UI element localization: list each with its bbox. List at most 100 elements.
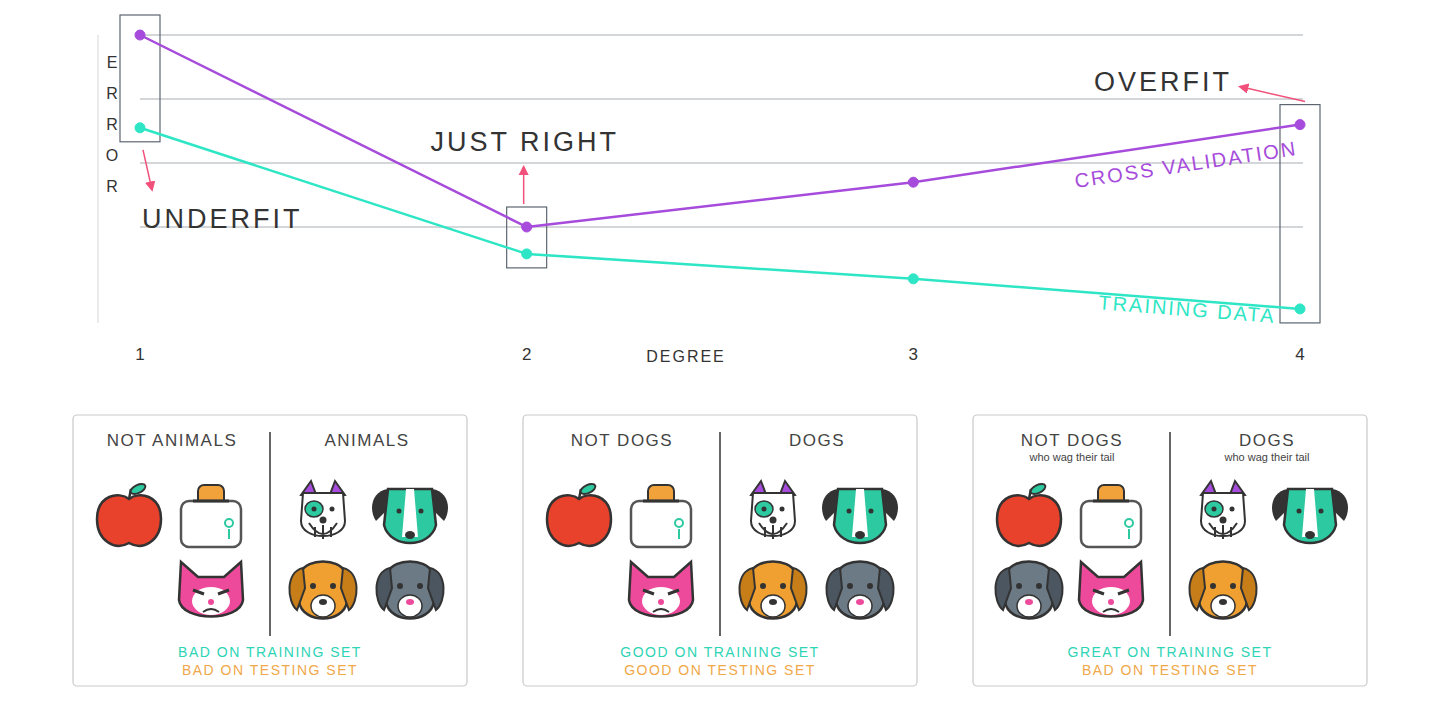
annotation-arrow [523,167,525,204]
toaster-lever [1128,529,1130,539]
greydog-ear-l [826,568,842,610]
panel-left-subtitle: who wag their tail [1029,451,1115,463]
toaster-body [631,501,691,547]
terrier-eye-r [780,507,785,512]
annotation-text: JUST RIGHT [430,127,619,157]
panel-left-title: NOT ANIMALS [107,431,238,450]
x-tick-label: 1 [135,345,144,364]
orangedog-nose [319,599,327,605]
toaster-lever [228,529,230,539]
cat-mouth [653,609,669,612]
cat-face [642,587,680,615]
icon-tealdog [1272,489,1348,543]
icon-terrier [301,481,345,539]
x-axis-label: DEGREE [646,348,726,365]
cat-nose [208,599,214,605]
icon-apple [997,482,1061,546]
greydog-head [386,562,434,619]
terrier-nose [1220,517,1227,524]
apple-leaf [1029,482,1047,496]
panel-frame [73,415,467,686]
tealdog-head [1284,489,1336,543]
apple-leaf [129,482,147,496]
terrier-eye-l [312,507,317,512]
panel-divider [1169,432,1171,636]
series-line [140,35,1300,227]
highlight-box [507,207,547,268]
icon-tealdog [372,489,448,543]
icon-greydog [376,562,443,619]
orangedog-nose [1219,599,1227,605]
tealdog-eye-l [1297,509,1302,514]
page: 1234DEGREEERRORUNDERFITJUST RIGHTOVERFIT… [0,0,1440,727]
series-marker [135,123,145,133]
series-label: CROSS VALIDATION [1073,137,1298,192]
icon-tealdog [822,489,898,543]
greydog-muzzle [1017,595,1041,617]
series-marker [908,177,918,187]
annotation-arrow [1240,87,1305,102]
cat-nose [1108,599,1114,605]
apple-body [97,495,161,545]
orangedog-ear-l [289,568,305,610]
tealdog-ear-l [1272,489,1288,521]
panel-divider [269,432,271,636]
panel-left-title: NOT DOGS [571,431,673,450]
tealdog-head [834,489,886,543]
icon-greydog [995,562,1062,619]
terrier-beard [759,523,787,539]
cat-mouth [1103,609,1119,612]
panel-right-title: DOGS [789,431,845,450]
orangedog-eye-l [310,583,316,589]
panel-left-title: NOT DOGS [1021,431,1123,450]
greydog-ear-l [376,568,392,610]
toaster-body [1081,501,1141,547]
cat-face [1092,587,1130,615]
terrier-patch [305,501,323,517]
greydog-eye-r [1036,583,1042,589]
tealdog-ear-r [882,489,898,521]
orangedog-eye-r [780,583,786,589]
highlight-box [1280,105,1320,323]
plot-data [135,30,1305,314]
grid-line [140,35,1303,36]
terrier-eye-l [1212,507,1217,512]
icon-toaster [181,485,241,547]
highlight-box [120,15,160,142]
orangedog-eye-r [330,583,336,589]
orangedog-head [299,562,347,619]
apple-body [547,495,611,545]
tealdog-stripe [402,489,418,537]
toaster-knob [675,519,683,527]
toaster-knob [225,519,233,527]
terrier-eye-l [762,507,767,512]
tealdog-nose [855,531,865,539]
series-marker [522,222,532,232]
icon-greydog [826,562,893,619]
tealdog-stripe [1302,489,1318,537]
tealdog-eye-r [419,509,424,514]
icon-orangedog [739,562,806,619]
greydog-nose [406,599,414,605]
orangedog-head [749,562,797,619]
terrier-nose [320,517,327,524]
greydog-eye-l [1016,583,1022,589]
cat-eyes [643,590,679,594]
orangedog-nose [769,599,777,605]
tealdog-ear-r [1332,489,1348,521]
terrier-patch [1205,501,1223,517]
series-marker [522,249,532,259]
series-marker [1295,304,1305,314]
greydog-head [1005,562,1053,619]
panel: NOT DOGSDOGSwho wag their tailwho wag th… [973,415,1367,686]
panel-training-result: GREAT ON TRAINING SET [1068,644,1273,660]
icon-cat [1079,562,1143,617]
toaster-slot [193,500,229,503]
icon-cat [179,562,243,617]
terrier-eye-r [330,507,335,512]
y-axis-label-letter: R [106,178,118,195]
background [0,0,1440,727]
y-axis-label-letter: E [107,54,118,71]
tealdog-eye-l [847,509,852,514]
icon-toaster [1081,485,1141,547]
